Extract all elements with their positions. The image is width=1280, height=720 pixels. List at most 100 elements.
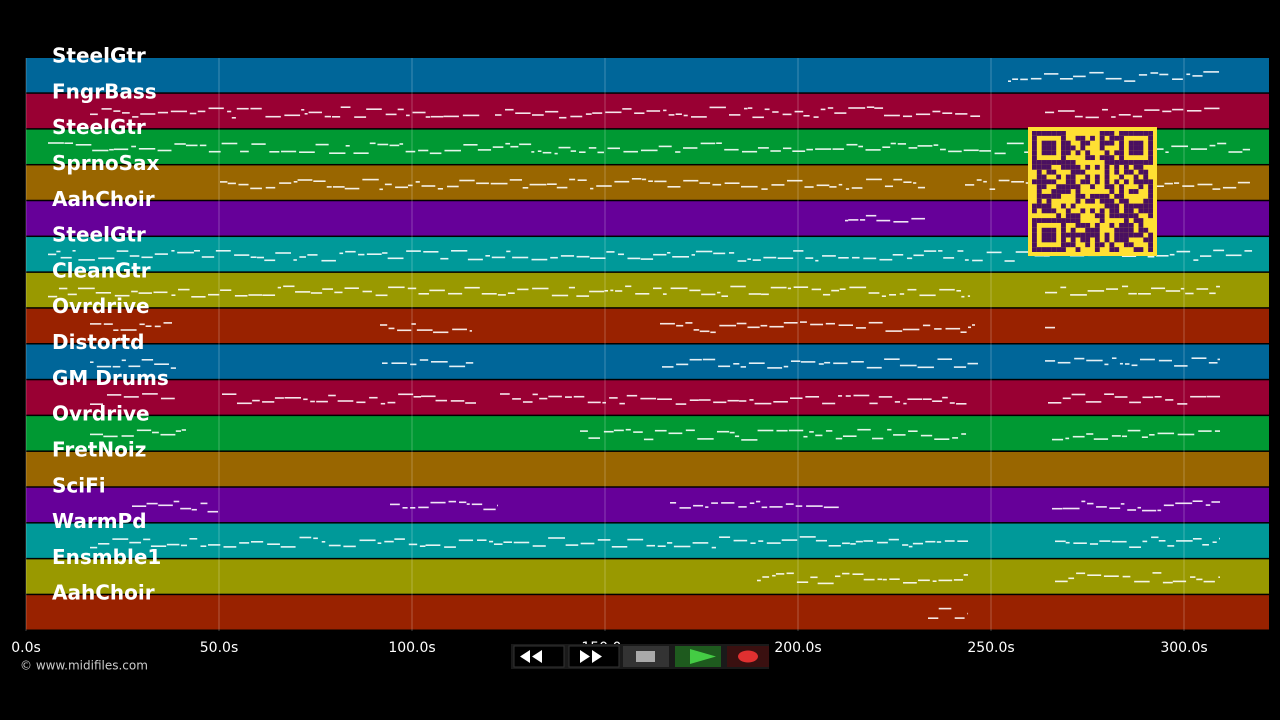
- note: [48, 253, 57, 256]
- note: [433, 331, 449, 334]
- note: [95, 292, 112, 294]
- note: [823, 506, 839, 509]
- note: [1151, 536, 1159, 539]
- note: [98, 257, 115, 260]
- note: [1174, 182, 1180, 184]
- rewind-button[interactable]: [513, 645, 565, 668]
- note: [380, 324, 388, 326]
- note: [663, 109, 667, 112]
- qr-cell: [1046, 179, 1052, 185]
- note: [878, 396, 893, 398]
- note: [171, 250, 175, 252]
- note: [643, 438, 654, 441]
- note: [67, 293, 77, 296]
- note: [834, 112, 847, 114]
- note: [775, 573, 785, 575]
- note: [421, 185, 436, 187]
- note: [532, 287, 549, 290]
- note: [129, 255, 140, 257]
- note: [1208, 362, 1218, 364]
- qr-cell: [1032, 145, 1037, 151]
- note: [1176, 540, 1193, 542]
- note: [894, 401, 901, 403]
- qr-cell: [1036, 198, 1042, 204]
- note: [293, 259, 297, 261]
- note: [709, 106, 726, 109]
- qr-cell: [1070, 232, 1076, 238]
- track-name: CleanGtr: [52, 258, 151, 282]
- qr-cell: [1051, 208, 1057, 214]
- note: [932, 110, 941, 113]
- qr-cell: [1075, 218, 1081, 223]
- note: [1209, 292, 1216, 295]
- qr-cell: [1041, 150, 1047, 156]
- note: [1141, 436, 1148, 438]
- qr-cell: [1032, 164, 1037, 170]
- fast-forward-button[interactable]: [568, 645, 620, 668]
- note: [377, 542, 382, 544]
- qr-cell: [1148, 179, 1153, 185]
- note: [1103, 575, 1119, 577]
- note: [1072, 435, 1085, 438]
- note: [769, 506, 783, 508]
- record-button[interactable]: [727, 646, 769, 667]
- note: [855, 327, 866, 329]
- qr-cell: [1128, 160, 1134, 165]
- note: [239, 542, 250, 544]
- note: [641, 178, 647, 181]
- note: [824, 361, 831, 364]
- note: [747, 258, 751, 260]
- note: [858, 145, 864, 148]
- note: [388, 327, 395, 330]
- note: [329, 152, 346, 154]
- note: [1081, 500, 1086, 503]
- note: [1124, 80, 1136, 82]
- qr-cell: [1114, 179, 1120, 185]
- qr-cell: [1080, 237, 1086, 243]
- qr-cell: [1032, 150, 1037, 156]
- note: [430, 361, 448, 363]
- note: [1099, 540, 1111, 542]
- note: [1030, 77, 1042, 80]
- note: [1045, 111, 1055, 114]
- track-row: [26, 559, 1269, 594]
- qr-cell: [1094, 232, 1100, 238]
- note: [1121, 255, 1137, 257]
- qr-cell: [1143, 160, 1149, 165]
- qr-cell: [1032, 135, 1037, 141]
- qr-cell: [1119, 145, 1124, 151]
- note: [462, 114, 480, 117]
- qr-cell: [1119, 227, 1124, 233]
- note: [893, 221, 909, 223]
- note: [635, 293, 650, 295]
- qr-cell: [1046, 232, 1052, 238]
- note: [398, 393, 414, 396]
- note: [1045, 326, 1055, 329]
- note: [173, 500, 180, 503]
- qr-cell: [1032, 160, 1037, 165]
- note: [464, 286, 480, 289]
- note: [157, 111, 169, 114]
- note: [822, 293, 831, 296]
- stop-button[interactable]: [623, 646, 669, 667]
- qr-cell: [1065, 150, 1071, 156]
- qr-cell: [1138, 247, 1144, 252]
- qr-cell: [1032, 247, 1037, 252]
- qr-cell: [1032, 179, 1037, 185]
- note: [92, 149, 109, 152]
- qr-cell: [1123, 232, 1129, 238]
- qr-code: [1028, 127, 1157, 256]
- qr-cell: [1138, 169, 1144, 175]
- note: [1045, 291, 1058, 294]
- note: [615, 290, 623, 292]
- note: [654, 180, 667, 183]
- note: [1142, 540, 1148, 543]
- play-button[interactable]: [675, 646, 721, 667]
- note: [890, 142, 896, 145]
- qr-cell: [1085, 150, 1091, 156]
- note: [113, 329, 119, 331]
- note: [713, 252, 726, 255]
- track-row: [26, 344, 1269, 379]
- qr-cell: [1148, 135, 1153, 141]
- note: [477, 539, 487, 541]
